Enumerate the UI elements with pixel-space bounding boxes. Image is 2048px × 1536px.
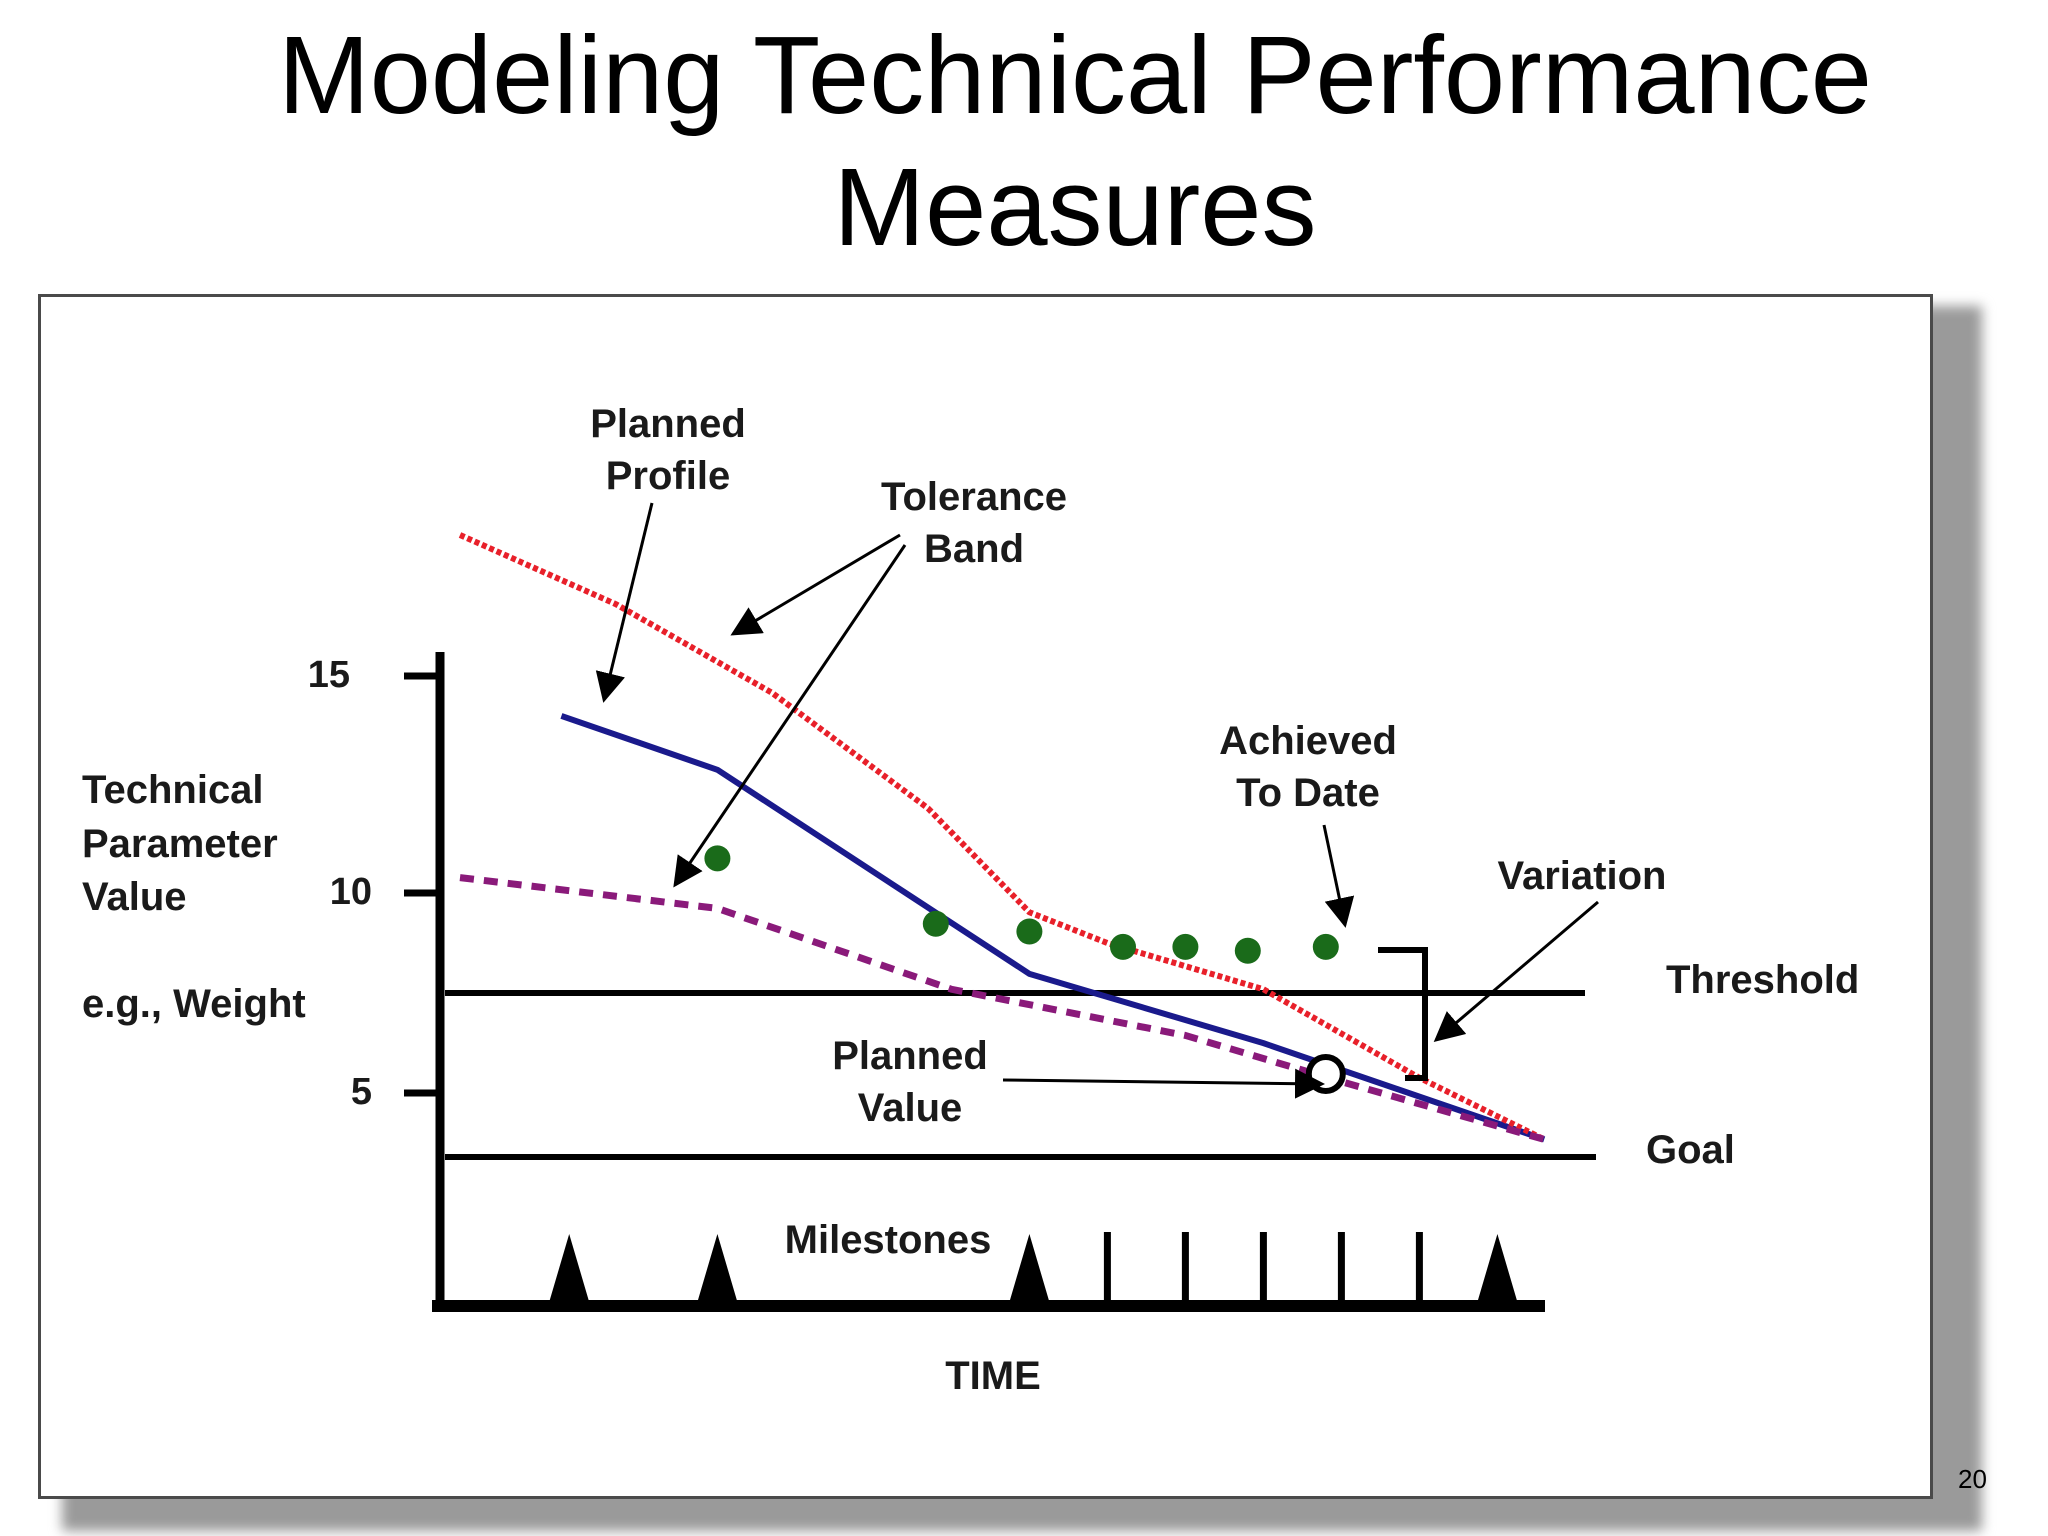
achieved-points [704,845,1339,964]
milestone-triangle-8 [1477,1234,1518,1302]
achieved-point-2 [1016,918,1043,945]
achieved-point-1 [922,910,949,937]
achieved-label-1: Achieved [1219,719,1397,763]
slide-title-line-2: Measures [833,146,1317,269]
milestone-triangle-0 [549,1234,590,1302]
slide-title-line-1: Modeling Technical Performance [278,14,1872,137]
milestone-triangle-1 [697,1234,738,1302]
achieved-point-4 [1172,933,1199,960]
tolerance-band-label-2: Band [924,527,1024,571]
threshold-label: Threshold [1666,958,1859,1002]
page-number: 20 [1958,1464,1987,1494]
x-axis-title: TIME [945,1354,1041,1398]
tolerance-band-label-1: Tolerance [881,475,1067,519]
planned-profile-label-2: Profile [606,454,730,498]
series-layer [458,532,1546,1143]
planned-profile-label-1: Planned [590,402,746,446]
series-line-2 [459,874,1546,1143]
y-tick-label-5: 5 [351,1071,372,1113]
y-axis-title-line-1: Technical [82,768,264,812]
achieved-arrow [1322,824,1355,928]
achieved-point-0 [704,845,731,872]
y-axis-title: Technical Parameter Value e.g., Weight [82,768,306,1026]
y-axis-title-line-3: Value [82,875,187,919]
goal-label: Goal [1646,1128,1735,1172]
annotation-arrows [595,502,1599,1099]
achieved-point-6 [1312,933,1339,960]
series-line-1 [458,532,1546,1143]
achieved-label-2: To Date [1236,771,1380,815]
variation-arrow [1433,900,1599,1042]
achieved-point-3 [1110,933,1136,960]
slide-title: Modeling Technical Performance Measures [0,10,2048,274]
achieved-point-5 [1234,937,1261,964]
planned-profile-arrow [595,502,654,703]
variation-bracket [1378,947,1428,1081]
series-line-0 [560,713,1546,1143]
tolerance-upper-arrow [730,533,901,636]
planned-value-label-1: Planned [832,1034,988,1078]
y-tick-label-15: 15 [308,654,350,696]
y-axis-example: e.g., Weight [82,982,306,1026]
variation-label: Variation [1498,854,1667,898]
figure-frame [38,294,1933,1499]
planned-value-arrow [1002,1068,1325,1099]
planned-value-marker [1305,1053,1346,1094]
milestone-markers [549,1232,1518,1302]
y-axis-title-line-2: Parameter [82,822,278,866]
y-tick-label-10: 10 [330,871,372,913]
tolerance-lower-arrow [673,544,907,888]
planned-value-label-2: Value [858,1086,963,1130]
y-ticks: 15 10 5 [308,654,440,1113]
milestone-triangle-2 [1009,1234,1050,1302]
milestones-label: Milestones [785,1218,992,1262]
